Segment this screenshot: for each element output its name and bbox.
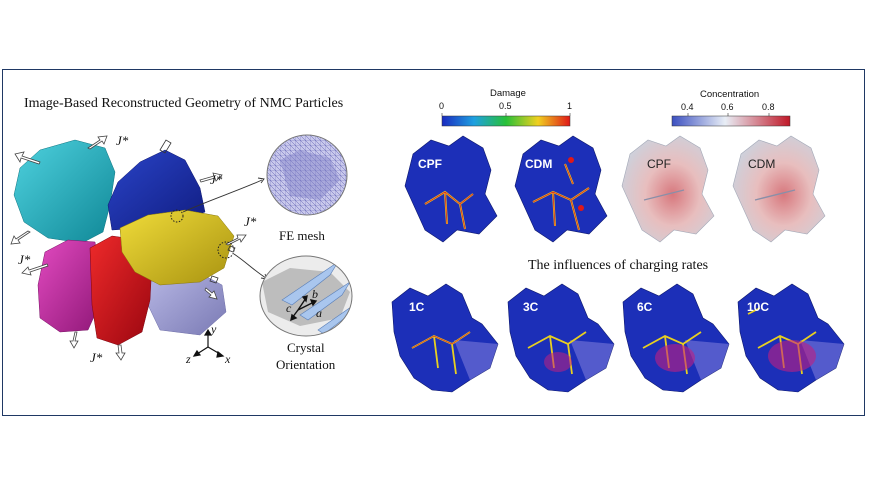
top-panel-label-2: CDM — [525, 157, 553, 171]
conc-tick-1: 0.6 — [721, 102, 734, 112]
rate-panel-label-1: 1C — [409, 300, 425, 314]
rate-panel-label-4: 10C — [747, 300, 770, 314]
particle-blue — [107, 149, 206, 231]
concentration-colorbar-label: Concentration — [700, 89, 760, 100]
crystal-axis-b: b — [312, 287, 318, 301]
flux-label-4: J* — [18, 252, 31, 267]
damage-colorbar-label: Damage — [490, 88, 526, 99]
fe-mesh-inset — [267, 135, 347, 215]
crystal-label-1: Crystal — [287, 340, 325, 355]
rates-title: The influences of charging rates — [528, 258, 709, 273]
crystal-axis-c: c — [286, 301, 292, 315]
axis-y: y — [211, 322, 217, 336]
particle-cyan — [13, 139, 116, 244]
damage-tick-0: 0 — [439, 101, 445, 111]
particle-magenta — [37, 239, 101, 333]
crystal-axis-a: a — [316, 306, 322, 320]
crystal-label-2: Orientation — [276, 357, 336, 372]
conc-tick-0: 0.4 — [681, 102, 694, 112]
flux-label-2: J* — [210, 172, 223, 187]
fe-mesh-label: FE mesh — [279, 228, 325, 243]
rate-panel-label-2: 3C — [523, 300, 539, 314]
damage-tick-2: 1 — [567, 101, 573, 111]
flux-label-3: J* — [244, 214, 257, 229]
flux-label-1: J* — [116, 133, 129, 148]
top-panel-label-1: CPF — [418, 157, 442, 171]
damage-tick-1: 0.5 — [499, 101, 512, 111]
axis-z: z — [186, 352, 191, 366]
rate-panel-label-3: 6C — [637, 300, 653, 314]
flux-label-5: J* — [90, 350, 103, 365]
top-panel-label-4: CDM — [748, 157, 776, 171]
conc-tick-2: 0.8 — [762, 102, 775, 112]
top-panel-label-3: CPF — [647, 157, 671, 171]
axis-x: x — [225, 352, 231, 366]
particle-yellow — [119, 209, 235, 286]
left-title: Image-Based Reconstructed Geometry of NM… — [24, 96, 344, 111]
